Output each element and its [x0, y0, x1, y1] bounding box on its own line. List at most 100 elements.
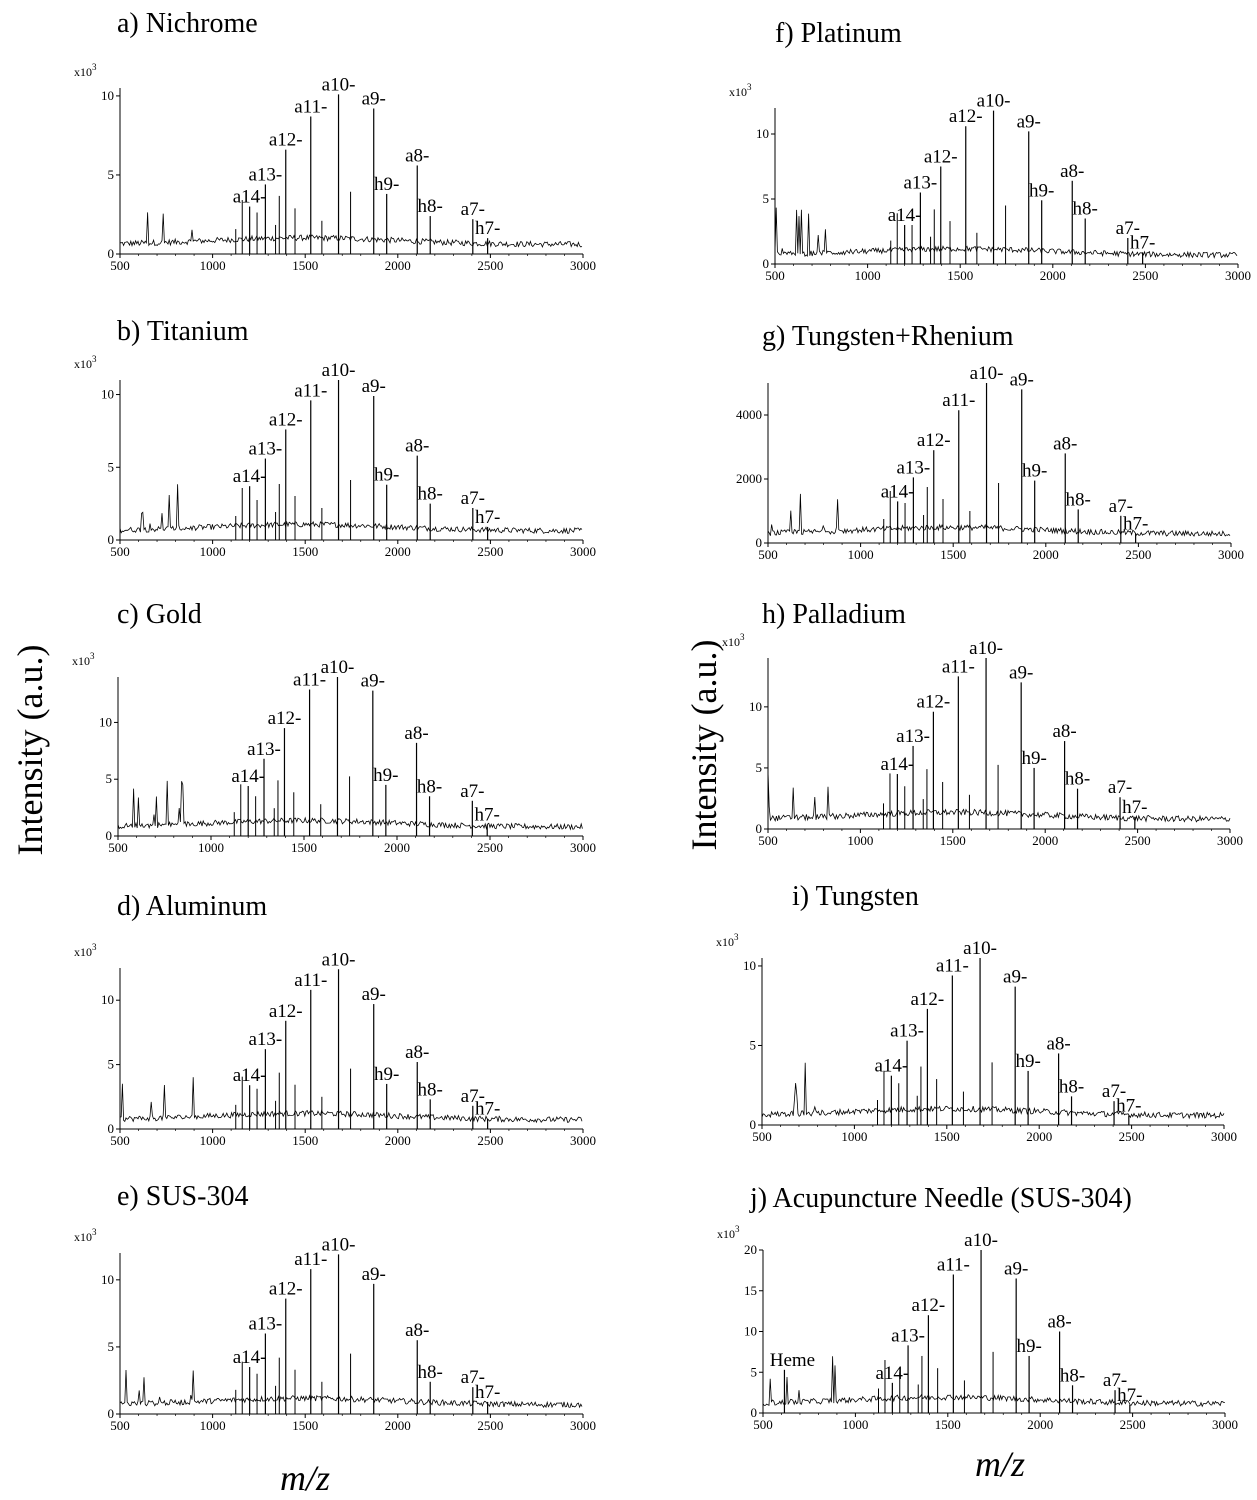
peak-label: h9- [1021, 748, 1046, 769]
y-tick-label: 15 [744, 1283, 757, 1298]
panel-title: f) Platinum [775, 18, 902, 49]
peak-label: a14- [233, 187, 267, 208]
peak-label: h8- [1073, 199, 1098, 220]
peak-label: a13- [891, 1325, 925, 1346]
global-y-axis-label: Intensity (a.u.) [10, 645, 50, 856]
panel-title: g) Tungsten+Rhenium [762, 321, 1014, 352]
x-tick-label: 500 [110, 1418, 130, 1433]
y-tick-label: 10 [99, 714, 112, 729]
spectrum-panel: i) Tungsten x103 500 1000 1500 2000 2500 3000 0 5… [716, 881, 1237, 1144]
peak-label: a9- [362, 89, 386, 110]
peak-label: h7- [475, 805, 500, 826]
peak-label: a11- [294, 970, 327, 991]
peak-label: a9- [1010, 369, 1034, 390]
y-tick-label: 5 [756, 760, 763, 775]
peak-label: a9- [1004, 1259, 1028, 1280]
x-tick-label: 1500 [940, 547, 966, 562]
x-tick-label: 2000 [385, 1418, 411, 1433]
peak-label: a13- [896, 457, 930, 478]
spectrum-trace [761, 1062, 1225, 1120]
x-tick-label: 2500 [1119, 1129, 1145, 1144]
x-tick-label: 1000 [200, 1418, 226, 1433]
y-multiplier: x103 [72, 651, 95, 668]
y-tick-label: 5 [108, 459, 115, 474]
panel-title: i) Tungsten [792, 881, 919, 912]
x-tick-label: 3000 [1212, 1417, 1238, 1432]
panel-title: b) Titanium [117, 316, 249, 347]
x-tick-label: 2000 [385, 1133, 411, 1148]
peak-label: a13- [248, 1029, 282, 1050]
y-multiplier: x103 [729, 82, 752, 99]
y-multiplier: x103 [74, 354, 97, 371]
peak-label: a8- [405, 1042, 429, 1063]
x-tick-label: 500 [752, 1129, 772, 1144]
x-tick-label: 500 [108, 840, 128, 855]
y-multiplier: x103 [74, 1227, 97, 1244]
y-tick-label: 5 [751, 1364, 758, 1379]
spectrum-panel: j) Acupuncture Needle (SUS-304) x103 500 10… [717, 1183, 1238, 1432]
peak-label: h8- [418, 1362, 443, 1383]
x-tick-label: 1500 [292, 1133, 318, 1148]
peak-label: a9- [362, 984, 386, 1005]
y-tick-label: 0 [108, 532, 115, 547]
peak-label: a14- [233, 1065, 267, 1086]
peak-label: a10- [969, 638, 1003, 659]
peak-label: a13- [248, 1314, 282, 1335]
peak-label: a10- [321, 657, 355, 678]
peak-label: a14- [233, 1347, 267, 1368]
x-tick-label: 2500 [477, 258, 503, 273]
peak-label: a8- [1046, 1033, 1070, 1054]
peak-label: a7- [1102, 1081, 1126, 1102]
peak-label: a11- [293, 669, 326, 690]
peak-label: a7- [461, 1367, 485, 1388]
peak-label: a11- [937, 1254, 970, 1275]
x-tick-label: 3000 [570, 544, 596, 559]
peak-label: h7- [475, 1099, 500, 1120]
peak-label: a13- [248, 439, 282, 460]
x-tick-label: 3000 [570, 840, 596, 855]
spectrum-panel: g) Tungsten+Rhenium 500 1000 1500 2000 2500 30… [736, 321, 1244, 562]
peak-label: a8- [405, 436, 429, 457]
global-x-axis-label-right: m/z [975, 1444, 1025, 1484]
y-tick-label: 5 [106, 771, 113, 786]
peak-label: a11- [294, 380, 327, 401]
peak-label: h8- [1060, 1365, 1085, 1386]
peak-label: a12- [269, 130, 303, 151]
peak-label: h8- [1059, 1076, 1084, 1097]
x-tick-label: 1500 [292, 258, 318, 273]
peak-label: a14- [881, 481, 915, 502]
peak-label: a14- [874, 1056, 908, 1077]
y-multiplier: x103 [74, 942, 97, 959]
x-tick-label: 1500 [291, 840, 317, 855]
x-tick-label: 2000 [1033, 547, 1059, 562]
peak-label: a10- [322, 1234, 356, 1255]
y-tick-label: 4000 [736, 407, 762, 422]
peak-label: a9- [362, 1264, 386, 1285]
x-tick-label: 1000 [855, 268, 881, 283]
peak-label: a11- [942, 656, 975, 677]
x-tick-label: 1500 [935, 1417, 961, 1432]
x-tick-label: 500 [765, 268, 785, 283]
y-tick-label: 5 [750, 1037, 757, 1052]
peak-label: h7- [1123, 513, 1148, 534]
panel-title: a) Nichrome [117, 8, 258, 39]
x-tick-label: 1500 [934, 1129, 960, 1144]
peak-label: a14- [880, 754, 914, 775]
y-tick-label: 5 [108, 167, 115, 182]
peak-label: a13- [247, 739, 281, 760]
panel-title: j) Acupuncture Needle (SUS-304) [749, 1183, 1132, 1214]
y-tick-label: 10 [101, 88, 114, 103]
x-tick-label: 1000 [200, 258, 226, 273]
peak-label: a12- [917, 692, 951, 713]
x-tick-label: 2000 [385, 544, 411, 559]
peak-label: a12- [268, 708, 302, 729]
peak-label: a9- [1003, 967, 1027, 988]
x-tick-label: 2500 [477, 840, 503, 855]
peak-label: h9- [374, 1064, 399, 1085]
x-tick-label: 2000 [384, 840, 410, 855]
peak-label: a13- [896, 726, 930, 747]
peak-label: a14- [875, 1363, 909, 1384]
peak-label: a10- [977, 91, 1011, 112]
peak-label: h8- [417, 776, 442, 797]
x-tick-label: 2500 [477, 1133, 503, 1148]
